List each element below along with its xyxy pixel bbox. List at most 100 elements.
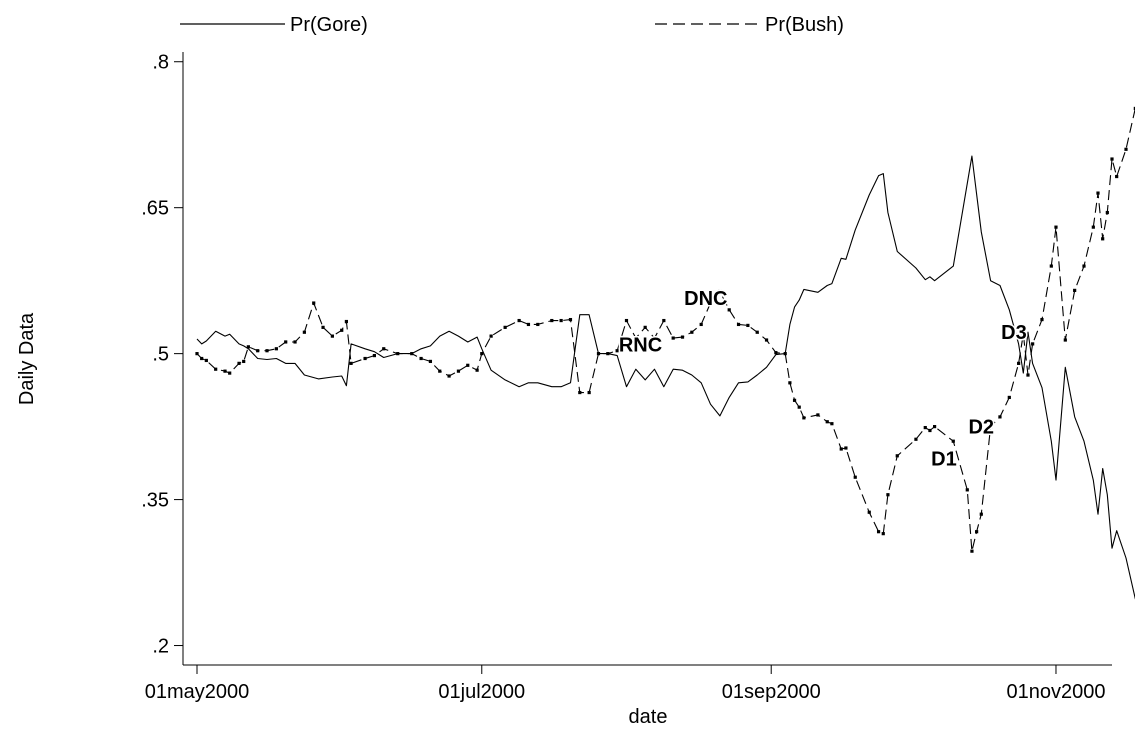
- data-point-prbush: [237, 361, 241, 365]
- data-point-prbush: [923, 425, 927, 430]
- data-point-prbush: [1115, 174, 1119, 179]
- data-point-prbush: [853, 475, 857, 479]
- series-line-prgore: [196, 155, 1135, 600]
- data-point-prbush: [881, 532, 885, 536]
- data-point-prbush: [1073, 288, 1077, 292]
- y-axis: .2 .35 .5 .65 .8: [141, 52, 184, 665]
- data-point-prbush: [559, 318, 563, 323]
- plot-area: [195, 106, 1135, 600]
- data-point-prbush: [330, 334, 334, 338]
- y-tick-label: .2: [152, 636, 169, 658]
- data-point-prbush: [526, 322, 531, 327]
- legend: Pr(Gore) Pr(Bush): [180, 14, 844, 36]
- data-point-prbush: [876, 530, 881, 534]
- data-point-prbush: [246, 345, 250, 349]
- data-point-prbush: [596, 352, 601, 356]
- data-point-prbush: [466, 363, 470, 367]
- data-point-prbush: [536, 322, 540, 327]
- data-point-prbush: [970, 549, 974, 553]
- data-point-prbush: [475, 368, 479, 372]
- data-point-prbush: [615, 349, 619, 353]
- data-point-prbush: [606, 352, 610, 356]
- data-point-prbush: [419, 356, 423, 361]
- data-point-prbush: [1133, 106, 1135, 111]
- data-point-prbush: [578, 390, 582, 395]
- data-point-prbush: [200, 356, 204, 361]
- data-point-prbush: [690, 330, 694, 334]
- y-tick-label: .35: [141, 490, 169, 512]
- legend-item-gore: Pr(Gore): [180, 14, 368, 36]
- data-point-prbush: [223, 369, 227, 373]
- data-point-prbush: [792, 398, 797, 402]
- annotation-d1: D1: [931, 449, 957, 471]
- data-point-prbush: [1105, 210, 1109, 215]
- data-point-prbush: [293, 340, 297, 344]
- data-point-prbush: [1124, 147, 1128, 151]
- data-point-prbush: [774, 351, 778, 355]
- data-point-prbush: [1021, 332, 1025, 336]
- y-tick-label: .8: [152, 52, 169, 74]
- data-point-prbush: [844, 446, 848, 450]
- data-point-prbush: [1007, 395, 1011, 400]
- data-point-prbush: [550, 318, 554, 323]
- data-point-prbush: [965, 488, 969, 492]
- x-tick-label: 01nov2000: [1006, 681, 1105, 703]
- data-point-prbush: [517, 318, 521, 323]
- data-point-prbush: [718, 289, 722, 293]
- x-axis-title: date: [629, 706, 668, 728]
- legend-item-bush: Pr(Bush): [655, 14, 844, 36]
- data-point-prbush: [643, 325, 647, 329]
- data-point-prbush: [1096, 191, 1100, 195]
- data-point-prbush: [839, 447, 843, 451]
- data-point-prbush: [428, 359, 433, 364]
- data-point-prbush: [204, 358, 208, 363]
- data-point-prbush: [736, 322, 741, 327]
- data-point-prbush: [783, 352, 787, 356]
- data-point-prbush: [802, 416, 806, 420]
- data-point-prbush: [312, 301, 316, 305]
- data-point-prbush: [928, 428, 932, 433]
- data-point-prbush: [340, 328, 344, 332]
- data-point-prbush: [895, 454, 899, 458]
- x-tick-label: 01sep2000: [722, 681, 821, 703]
- data-point-prbush: [979, 512, 983, 516]
- data-point-prbush: [624, 318, 629, 323]
- annotations: RNC DNC D1 D2 D3: [617, 286, 1028, 472]
- data-point-prbush: [489, 334, 493, 338]
- y-axis-ticks: .2 .35 .5 .65 .8: [141, 52, 183, 658]
- data-point-prbush: [727, 308, 731, 312]
- data-point-prbush: [1054, 225, 1058, 229]
- data-point-prbush: [662, 318, 666, 323]
- data-point-prbush: [265, 349, 269, 353]
- data-point-prbush: [274, 347, 278, 351]
- y-tick-label: .65: [141, 198, 169, 220]
- data-point-prbush: [886, 493, 890, 497]
- data-point-prbush: [480, 352, 484, 356]
- y-axis-title: Daily Data: [16, 312, 38, 405]
- data-point-prbush: [708, 301, 713, 305]
- legend-label-gore: Pr(Gore): [290, 14, 368, 36]
- data-point-prbush: [321, 325, 325, 329]
- data-point-prbush: [284, 340, 288, 344]
- data-point-prbush: [1031, 342, 1035, 346]
- data-point-prbush: [447, 374, 451, 378]
- data-point-prbush: [699, 322, 703, 327]
- data-point-prbush: [634, 336, 638, 340]
- data-point-prbush: [816, 413, 820, 417]
- data-point-prbush: [228, 371, 232, 375]
- data-point-prbush: [344, 319, 348, 324]
- annotation-rnc: RNC: [619, 335, 662, 357]
- x-tick-label: 01jul2000: [438, 681, 525, 703]
- data-point-prbush: [998, 415, 1002, 419]
- data-point-prbush: [755, 330, 759, 334]
- data-point-prbush: [671, 336, 675, 340]
- x-axis: 01may2000 01jul2000 01sep2000 01nov2000: [145, 664, 1112, 703]
- data-point-prbush: [195, 352, 199, 356]
- data-point-prbush: [867, 510, 871, 514]
- x-tick-label: 01may2000: [145, 681, 250, 703]
- data-point-prbush: [1063, 338, 1067, 342]
- annotation-d3: D3: [1001, 322, 1027, 344]
- data-point-prbush: [568, 317, 573, 322]
- data-point-prbush: [363, 356, 367, 361]
